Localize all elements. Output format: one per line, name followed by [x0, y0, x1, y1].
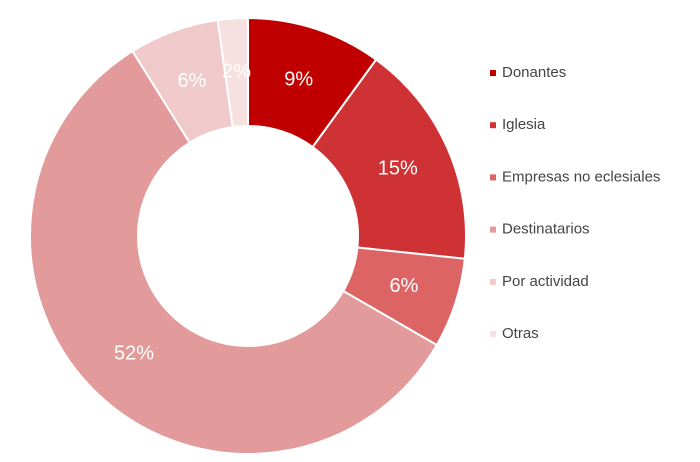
data-label: 52%: [114, 342, 154, 364]
data-label: 9%: [284, 68, 313, 90]
donut-slice: [29, 49, 439, 455]
data-label: 15%: [378, 158, 418, 180]
donut-slice: [216, 16, 249, 129]
legend-marker: [490, 278, 496, 285]
legend-label: Destinatarios: [502, 221, 590, 238]
data-label: 2%: [222, 61, 251, 83]
legend-marker: [490, 226, 496, 233]
legend-label: Iglesia: [502, 116, 546, 133]
legend-label: Donantes: [502, 64, 566, 81]
legend-label: Otras: [502, 325, 539, 342]
legend-marker: [490, 331, 496, 337]
legend-label: Por actividad: [502, 273, 589, 290]
legend-marker: [490, 174, 496, 181]
data-label: 6%: [177, 70, 206, 92]
data-label: 6%: [390, 275, 419, 297]
donut-slice: [311, 58, 467, 260]
legend-marker: [490, 70, 496, 76]
legend-label: Empresas no eclesiales: [502, 168, 660, 185]
legend-marker: [490, 122, 496, 129]
